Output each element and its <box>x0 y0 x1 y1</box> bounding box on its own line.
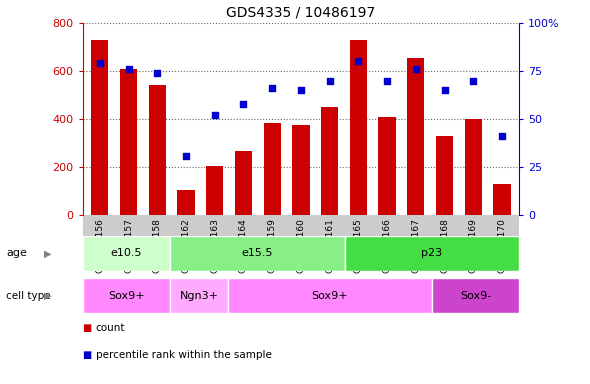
Text: e15.5: e15.5 <box>241 248 273 258</box>
FancyBboxPatch shape <box>345 236 519 271</box>
Text: e10.5: e10.5 <box>110 248 142 258</box>
Point <box>353 58 363 65</box>
Text: ■: ■ <box>83 323 92 333</box>
Bar <box>149 86 166 215</box>
FancyBboxPatch shape <box>432 278 519 313</box>
Text: ▶: ▶ <box>44 248 52 258</box>
Bar <box>178 190 195 215</box>
Text: Ngn3+: Ngn3+ <box>179 291 218 301</box>
Text: p23: p23 <box>421 248 442 258</box>
Text: cell type: cell type <box>6 291 51 301</box>
Text: percentile rank within the sample: percentile rank within the sample <box>96 350 271 360</box>
Bar <box>235 151 252 215</box>
Point <box>181 152 191 159</box>
FancyBboxPatch shape <box>170 278 228 313</box>
Point <box>382 78 392 84</box>
Point <box>440 87 449 93</box>
Point <box>267 85 277 91</box>
Bar <box>292 125 310 215</box>
Point <box>95 60 104 66</box>
Point <box>239 101 248 107</box>
Point <box>124 66 133 72</box>
Text: Sox9-: Sox9- <box>460 291 491 301</box>
Text: age: age <box>6 248 27 258</box>
Bar <box>91 40 109 215</box>
Text: ▶: ▶ <box>44 291 52 301</box>
Text: count: count <box>96 323 125 333</box>
FancyBboxPatch shape <box>83 278 170 313</box>
Point <box>153 70 162 76</box>
Text: ■: ■ <box>83 350 92 360</box>
Bar <box>493 184 510 215</box>
Bar <box>321 107 338 215</box>
FancyBboxPatch shape <box>228 278 432 313</box>
Bar <box>378 117 396 215</box>
FancyBboxPatch shape <box>83 236 170 271</box>
Bar <box>436 136 453 215</box>
Point <box>325 78 335 84</box>
Bar <box>206 166 224 215</box>
Bar <box>350 40 367 215</box>
Bar <box>465 119 482 215</box>
Bar <box>407 58 424 215</box>
Point <box>411 66 421 72</box>
Bar <box>120 69 137 215</box>
Point <box>468 78 478 84</box>
Text: Sox9+: Sox9+ <box>312 291 348 301</box>
Text: Sox9+: Sox9+ <box>108 291 145 301</box>
Point <box>296 87 306 93</box>
Bar <box>264 122 281 215</box>
Point <box>210 112 219 118</box>
FancyBboxPatch shape <box>170 236 345 271</box>
Title: GDS4335 / 10486197: GDS4335 / 10486197 <box>227 5 375 19</box>
Point <box>497 133 507 139</box>
